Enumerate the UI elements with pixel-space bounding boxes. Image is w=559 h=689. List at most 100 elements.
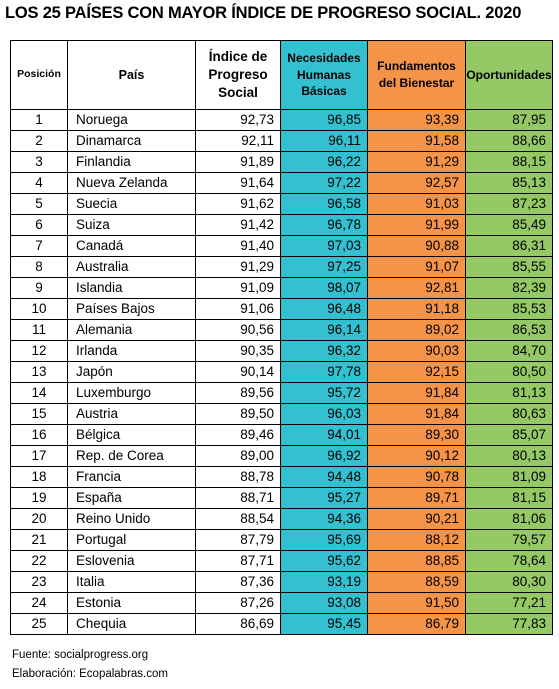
- cell-position: 19: [10, 487, 68, 509]
- cell-foundations: 89,30: [367, 424, 466, 446]
- table-row: 19 España 88,71 95,27 89,71 81,15: [10, 487, 553, 509]
- cell-opportunities: 77,21: [465, 592, 553, 614]
- cell-basic-needs: 95,69: [280, 529, 368, 551]
- table-row: 5 Suecia 91,62 96,58 91,03 87,23: [10, 193, 553, 215]
- cell-position: 12: [10, 340, 68, 362]
- cell-country: Chequia: [67, 613, 196, 635]
- table-body: 1 Noruega 92,73 96,85 93,39 87,95 2 Dinamarca 92…: [10, 109, 553, 635]
- cell-position: 1: [10, 109, 68, 131]
- header-foundations-line: del Bienestar: [378, 76, 455, 90]
- cell-basic-needs: 96,03: [280, 403, 368, 425]
- cell-foundations: 92,57: [367, 172, 466, 194]
- table-row: 8 Australia 91,29 97,25 91,07 85,55: [10, 256, 553, 278]
- cell-index: 92,11: [195, 130, 281, 152]
- cell-position: 10: [10, 298, 68, 320]
- cell-index: 90,14: [195, 361, 281, 383]
- cell-index: 91,42: [195, 214, 281, 236]
- cell-position: 20: [10, 508, 68, 530]
- cell-foundations: 91,84: [367, 382, 466, 404]
- cell-position: 22: [10, 550, 68, 572]
- cell-country: España: [67, 487, 196, 509]
- cell-index: 88,71: [195, 487, 281, 509]
- header-foundations: Fundamentos del Bienestar: [367, 40, 466, 110]
- header-foundations-line: Fundamentos: [377, 59, 456, 74]
- ranking-table: Posición País Índice de Progreso Social …: [10, 40, 553, 635]
- cell-basic-needs: 96,32: [280, 340, 368, 362]
- cell-basic-needs: 97,25: [280, 256, 368, 278]
- cell-country: Canadá: [67, 235, 196, 257]
- table-row: 10 Países Bajos 91,06 96,48 91,18 85,53: [10, 298, 553, 320]
- cell-foundations: 91,58: [367, 130, 466, 152]
- cell-position: 16: [10, 424, 68, 446]
- header-basic-needs: Necesidades Humanas Básicas: [280, 40, 368, 110]
- cell-index: 88,78: [195, 466, 281, 488]
- cell-index: 89,00: [195, 445, 281, 467]
- cell-basic-needs: 94,48: [280, 466, 368, 488]
- cell-country: Dinamarca: [67, 130, 196, 152]
- cell-foundations: 89,02: [367, 319, 466, 341]
- header-basic-needs-line: Necesidades: [287, 50, 361, 65]
- cell-index: 91,89: [195, 151, 281, 173]
- cell-foundations: 90,12: [367, 445, 466, 467]
- cell-position: 8: [10, 256, 68, 278]
- cell-position: 5: [10, 193, 68, 215]
- cell-foundations: 91,07: [367, 256, 466, 278]
- cell-position: 24: [10, 592, 68, 614]
- cell-opportunities: 86,31: [465, 235, 553, 257]
- cell-country: Suiza: [67, 214, 196, 236]
- cell-foundations: 90,88: [367, 235, 466, 257]
- table-row: 6 Suiza 91,42 96,78 91,99 85,49: [10, 214, 553, 236]
- cell-index: 86,69: [195, 613, 281, 635]
- cell-opportunities: 78,64: [465, 550, 553, 572]
- cell-opportunities: 77,83: [465, 613, 553, 635]
- cell-index: 91,06: [195, 298, 281, 320]
- cell-position: 4: [10, 172, 68, 194]
- cell-basic-needs: 96,14: [280, 319, 368, 341]
- cell-country: Australia: [67, 256, 196, 278]
- cell-foundations: 91,99: [367, 214, 466, 236]
- cell-index: 87,36: [195, 571, 281, 593]
- cell-basic-needs: 96,85: [280, 109, 368, 131]
- cell-foundations: 89,71: [367, 487, 466, 509]
- cell-foundations: 88,12: [367, 529, 466, 551]
- cell-index: 88,54: [195, 508, 281, 530]
- cell-opportunities: 82,39: [465, 277, 553, 299]
- cell-basic-needs: 95,27: [280, 487, 368, 509]
- cell-index: 91,29: [195, 256, 281, 278]
- cell-position: 7: [10, 235, 68, 257]
- table-row: 22 Eslovenia 87,71 95,62 88,85 78,64: [10, 550, 553, 572]
- header-position: Posición: [10, 40, 68, 110]
- cell-country: Nueva Zelanda: [67, 172, 196, 194]
- cell-country: Países Bajos: [67, 298, 196, 320]
- cell-basic-needs: 96,78: [280, 214, 368, 236]
- header-opportunities: Oportunidades: [465, 40, 553, 110]
- cell-country: Alemania: [67, 319, 196, 341]
- cell-position: 6: [10, 214, 68, 236]
- cell-opportunities: 81,09: [465, 466, 553, 488]
- cell-basic-needs: 95,72: [280, 382, 368, 404]
- cell-basic-needs: 94,01: [280, 424, 368, 446]
- cell-basic-needs: 96,11: [280, 130, 368, 152]
- table-row: 23 Italia 87,36 93,19 88,59 80,30: [10, 571, 553, 593]
- cell-opportunities: 80,13: [465, 445, 553, 467]
- cell-basic-needs: 95,45: [280, 613, 368, 635]
- cell-index: 91,09: [195, 277, 281, 299]
- cell-country: Austria: [67, 403, 196, 425]
- cell-country: Islandia: [67, 277, 196, 299]
- cell-opportunities: 86,53: [465, 319, 553, 341]
- header-index: Índice de Progreso Social: [195, 40, 281, 110]
- cell-position: 14: [10, 382, 68, 404]
- cell-country: Francia: [67, 466, 196, 488]
- cell-country: Noruega: [67, 109, 196, 131]
- table-row: 1 Noruega 92,73 96,85 93,39 87,95: [10, 109, 553, 131]
- table-header-row: Posición País Índice de Progreso Social …: [10, 40, 553, 110]
- header-country: País: [67, 40, 196, 110]
- cell-basic-needs: 96,58: [280, 193, 368, 215]
- header-basic-needs-line: Básicas: [301, 84, 347, 99]
- cell-position: 3: [10, 151, 68, 173]
- cell-foundations: 90,21: [367, 508, 466, 530]
- cell-basic-needs: 97,78: [280, 361, 368, 383]
- cell-index: 91,62: [195, 193, 281, 215]
- cell-opportunities: 87,23: [465, 193, 553, 215]
- table-row: 11 Alemania 90,56 96,14 89,02 86,53: [10, 319, 553, 341]
